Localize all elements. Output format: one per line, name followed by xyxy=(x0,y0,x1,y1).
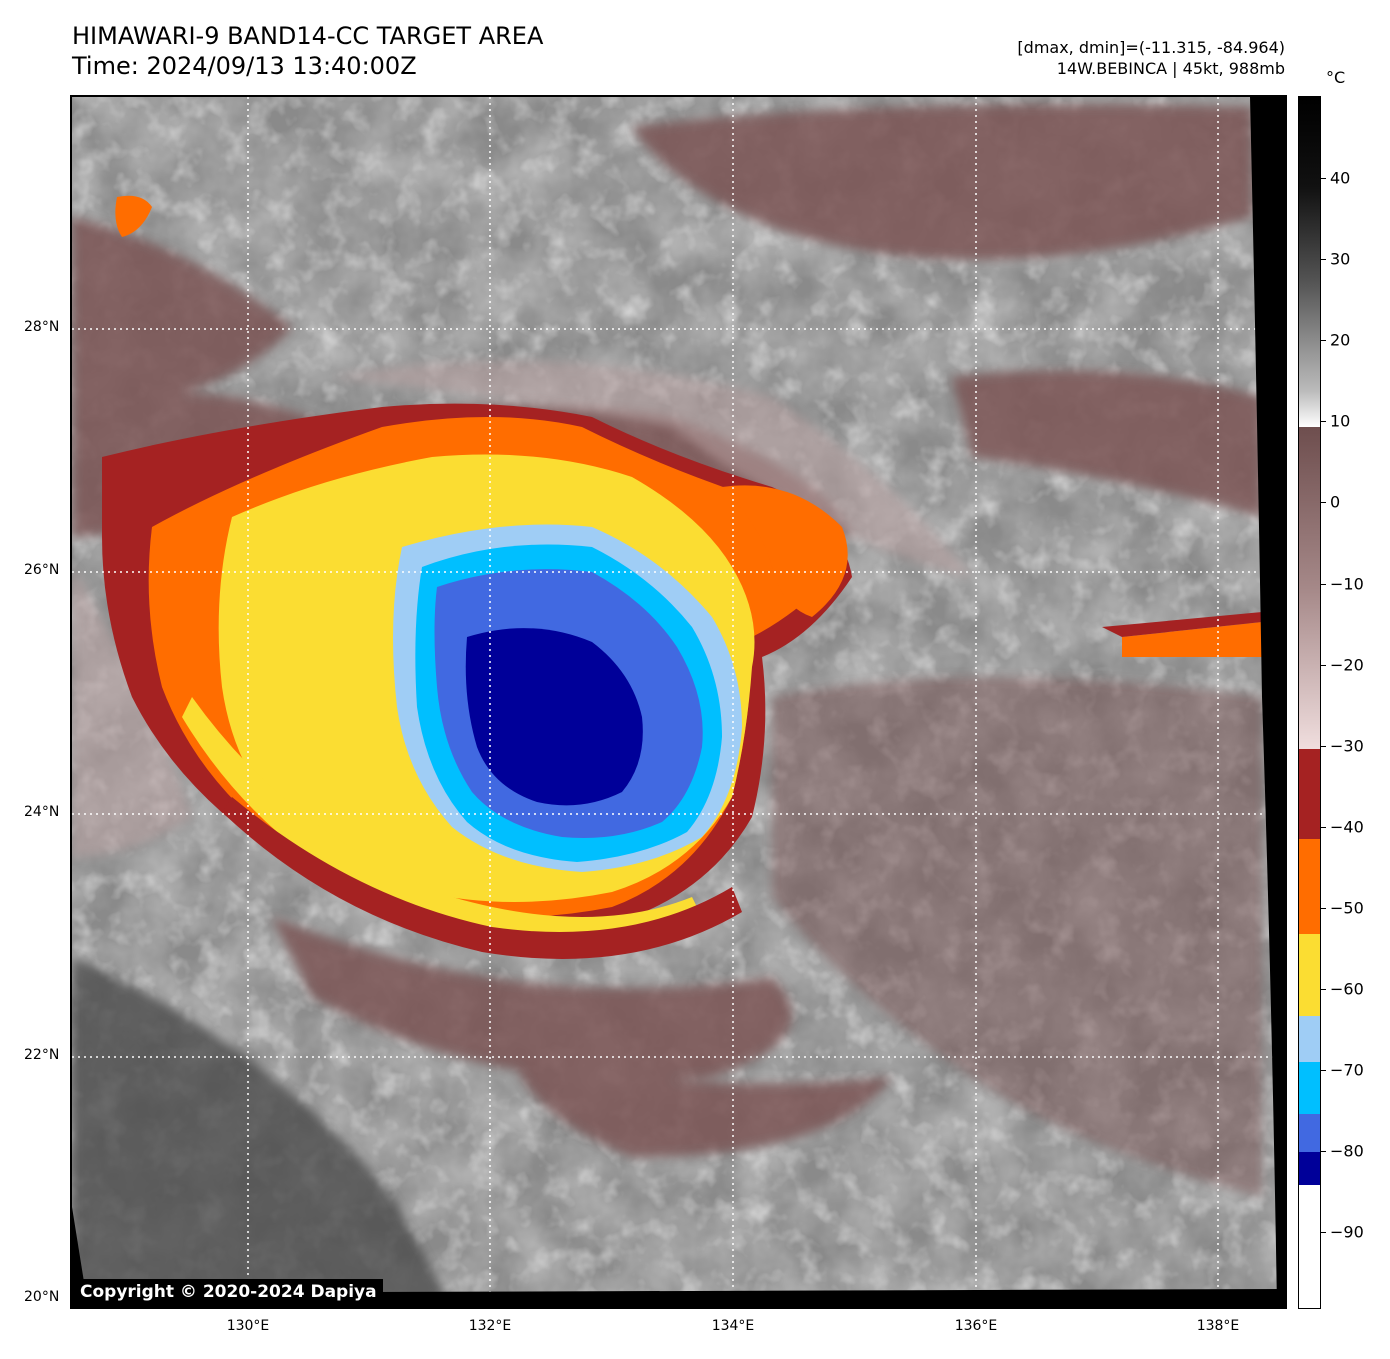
colorbar-tick-label: 20 xyxy=(1330,330,1351,350)
copyright-label: Copyright © 2020-2024 Dapiya xyxy=(74,1279,383,1305)
colorbar-tick-mark xyxy=(1321,421,1326,423)
colorbar-tick-mark xyxy=(1321,340,1326,342)
lon-label-138e: 138°E xyxy=(1196,1318,1240,1334)
colorbar-tick-mark xyxy=(1321,1232,1326,1234)
colorbar-band-orange xyxy=(1299,839,1320,934)
lat-label-22n: 22°N xyxy=(24,1047,60,1063)
colorbar-unit: °C xyxy=(1326,68,1346,87)
colorbar-tick-mark xyxy=(1321,259,1326,261)
colorbar-tick-mark xyxy=(1321,664,1326,666)
colorbar-tick-label: −40 xyxy=(1330,817,1364,837)
lon-label-132e: 132°E xyxy=(468,1318,512,1334)
colorbar-band-navy xyxy=(1299,1152,1320,1185)
colorbar xyxy=(1298,96,1321,1309)
lon-label-136e: 136°E xyxy=(954,1318,998,1334)
lon-label-130e: 130°E xyxy=(226,1318,270,1334)
satellite-map: Copyright © 2020-2024 Dapiya xyxy=(70,95,1287,1309)
range-text: [dmax, dmin]=(-11.315, -84.964) xyxy=(1017,38,1285,57)
colorbar-tick-label: 0 xyxy=(1330,492,1341,512)
title-line-2: Time: 2024/09/13 13:40:00Z xyxy=(72,52,417,80)
colorbar-tick-label: −70 xyxy=(1330,1060,1364,1080)
storm-text: 14W.BEBINCA | 45kt, 988mb xyxy=(1056,59,1285,78)
colorbar-tick-label: 40 xyxy=(1330,168,1351,188)
colorbar-band-white xyxy=(1299,1185,1320,1308)
colorbar-band-yellow xyxy=(1299,934,1320,1016)
satellite-image xyxy=(72,97,1285,1307)
colorbar-band-lightblue xyxy=(1299,1016,1320,1062)
colorbar-tick-label: −10 xyxy=(1330,574,1364,593)
lat-label-24n: 24°N xyxy=(24,804,60,820)
colorbar-tick-mark xyxy=(1321,178,1326,179)
colorbar-tick-label: −50 xyxy=(1330,898,1364,918)
colorbar-tick-label: −90 xyxy=(1330,1222,1364,1242)
title-line-1: HIMAWARI-9 BAND14-CC TARGET AREA xyxy=(72,22,544,50)
colorbar-tick-mark xyxy=(1321,1151,1326,1153)
colorbar-band-red xyxy=(1299,749,1320,839)
colorbar-tick-mark xyxy=(1321,745,1326,747)
colorbar-tick-mark xyxy=(1321,1070,1326,1072)
lon-label-134e: 134°E xyxy=(711,1318,755,1334)
colorbar-tick-label: −80 xyxy=(1330,1141,1364,1161)
colorbar-warm-gray xyxy=(1299,187,1320,427)
colorbar-tick-mark xyxy=(1321,826,1326,828)
colorbar-tick-mark xyxy=(1321,583,1326,585)
lat-label-28n: 28°N xyxy=(24,319,60,335)
colorbar-band-cyan xyxy=(1299,1062,1320,1114)
colorbar-brown xyxy=(1299,427,1320,749)
colorbar-tick-label: 30 xyxy=(1330,249,1351,269)
lat-label-26n: 26°N xyxy=(24,562,60,578)
colorbar-warm-black xyxy=(1299,97,1320,187)
colorbar-tick-mark xyxy=(1321,502,1326,504)
colorbar-tick-label: −60 xyxy=(1330,979,1364,999)
colorbar-tick-mark xyxy=(1321,907,1326,909)
colorbar-tick-label: −30 xyxy=(1330,736,1364,756)
colorbar-band-blue xyxy=(1299,1114,1320,1152)
colorbar-tick-mark xyxy=(1321,989,1326,990)
colorbar-tick-label: −20 xyxy=(1330,655,1364,675)
colorbar-tick-label: 10 xyxy=(1330,411,1351,431)
lat-label-20n: 20°N xyxy=(24,1289,60,1305)
